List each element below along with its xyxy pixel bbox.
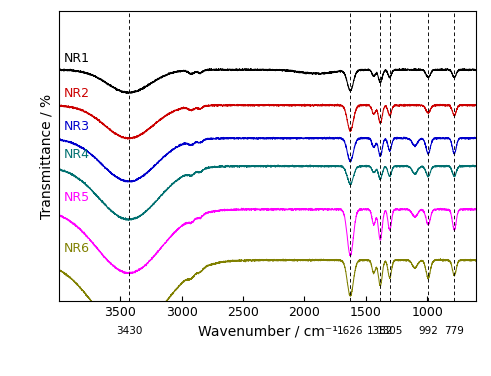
Y-axis label: Transmittance / %: Transmittance / % — [39, 94, 54, 218]
Text: NR2: NR2 — [64, 87, 90, 100]
Text: 3430: 3430 — [116, 326, 142, 336]
Text: 1626: 1626 — [337, 326, 363, 336]
Text: NR1: NR1 — [64, 52, 90, 65]
Text: 1305: 1305 — [377, 326, 403, 336]
Text: 992: 992 — [418, 326, 438, 336]
Text: NR4: NR4 — [64, 148, 90, 161]
Text: NR3: NR3 — [64, 120, 90, 133]
X-axis label: Wavenumber / cm⁻¹: Wavenumber / cm⁻¹ — [198, 324, 337, 338]
Text: 1382: 1382 — [367, 326, 393, 336]
Text: NR6: NR6 — [64, 242, 90, 255]
Text: NR5: NR5 — [64, 191, 90, 204]
Text: 779: 779 — [444, 326, 464, 336]
